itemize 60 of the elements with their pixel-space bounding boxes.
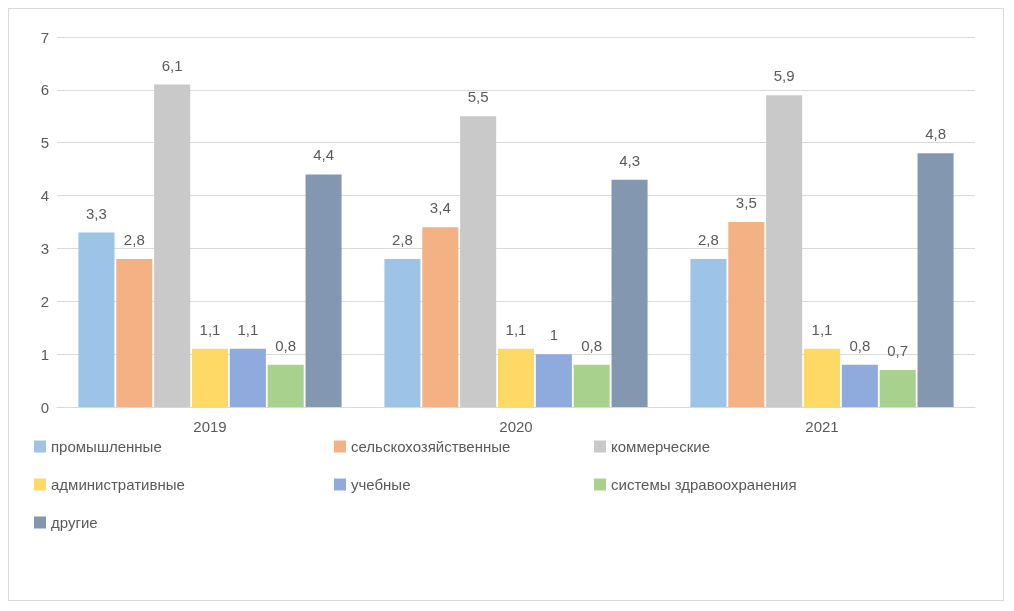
bar (497, 348, 535, 407)
bar (766, 95, 803, 407)
data-label: 0,7 (887, 342, 909, 359)
bar (229, 348, 266, 407)
data-label: 0,8 (581, 336, 603, 354)
y-tick-label: 1 (40, 345, 49, 363)
y-tick-label: 0 (40, 398, 49, 416)
legend-label: другие (51, 514, 98, 531)
y-tick-label: 5 (40, 134, 49, 152)
bar (116, 259, 153, 407)
bar (422, 227, 459, 407)
legend-label: системы здравоохранения (611, 476, 797, 493)
data-label: 6,1 (161, 56, 183, 74)
bar (535, 354, 572, 407)
legend-label: коммерческие (611, 438, 710, 455)
data-label: 2,8 (698, 231, 719, 248)
bar (611, 179, 648, 407)
bar (305, 174, 342, 407)
data-label: 4,3 (619, 151, 640, 169)
data-label: 4,8 (925, 125, 946, 143)
data-label: 1,1 (237, 320, 259, 338)
data-label: 4,4 (313, 146, 334, 164)
bar (879, 370, 916, 407)
bar (803, 348, 841, 407)
data-label: 2,8 (123, 231, 145, 248)
data-label: 3,4 (429, 199, 451, 217)
bar (78, 232, 115, 407)
y-tick-label: 7 (40, 28, 49, 46)
bar (384, 259, 421, 407)
data-label: 3,3 (86, 204, 107, 222)
y-tick-label: 3 (40, 239, 49, 257)
legend-label: административные (51, 476, 185, 493)
data-label: 0,8 (275, 336, 297, 354)
y-tick-label: 4 (40, 187, 49, 205)
bar (917, 153, 954, 407)
legend-label: сельскохозяйственные (351, 438, 511, 455)
bar (191, 348, 229, 407)
data-label: 1,1 (199, 320, 221, 338)
bar (460, 116, 497, 407)
bar (267, 364, 304, 407)
bar (573, 364, 610, 407)
y-tick-label: 6 (40, 81, 49, 99)
legend-label: учебные (351, 476, 411, 493)
legend-label: промышленные (51, 438, 162, 455)
x-tick-label: 2019 (193, 418, 227, 435)
data-label: 0,8 (849, 336, 871, 354)
x-tick-label: 2020 (499, 418, 533, 435)
data-label: 3,5 (735, 194, 757, 211)
bar (841, 364, 878, 407)
bar (728, 222, 765, 407)
bar (154, 84, 191, 407)
data-label: 5,9 (773, 67, 795, 85)
data-label: 1 (549, 326, 559, 344)
data-label: 2,8 (392, 231, 413, 248)
data-label: 5,5 (467, 88, 489, 106)
y-tick-label: 2 (40, 292, 49, 310)
data-label: 1,1 (505, 320, 527, 338)
x-tick-label: 2021 (805, 418, 839, 435)
bar (690, 259, 727, 407)
data-label: 1,1 (811, 320, 833, 338)
